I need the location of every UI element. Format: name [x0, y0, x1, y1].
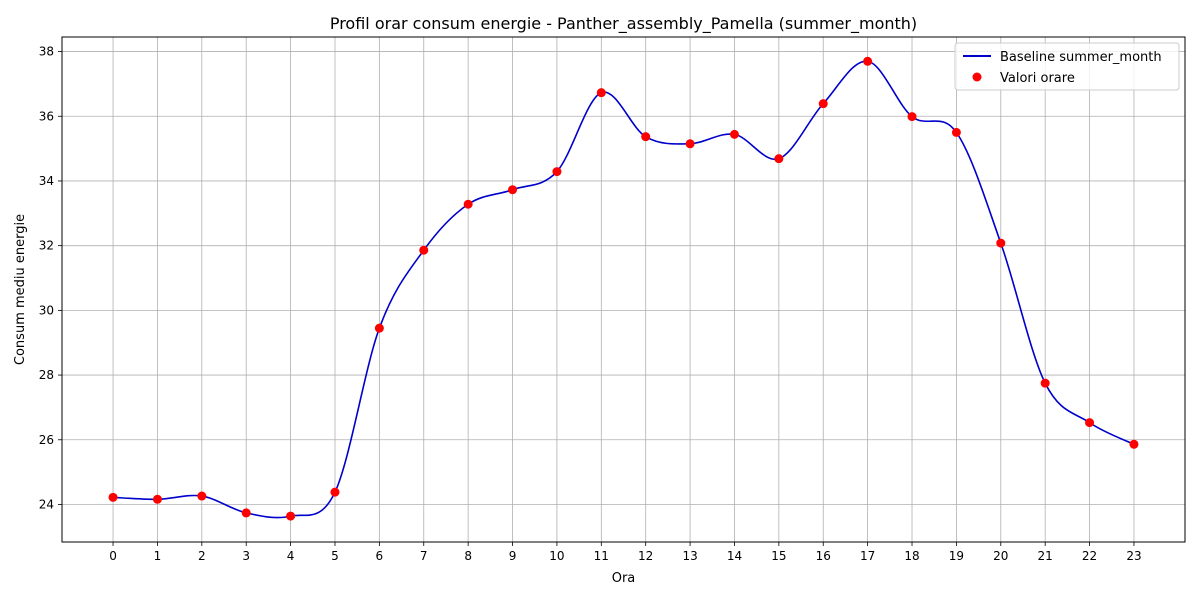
legend-box	[954, 42, 1180, 91]
baseline-line	[113, 60, 1135, 519]
hourly-value-point	[641, 132, 651, 142]
x-tick-label: 7	[420, 549, 428, 563]
y-tick-label: 34	[39, 174, 54, 188]
chart-title: Profil orar consum energie - Panther_ass…	[330, 14, 917, 34]
hourly-value-point	[1085, 418, 1095, 428]
hourly-value-point	[951, 127, 961, 137]
hourly-value-point	[419, 245, 429, 255]
legend-entry-baseline: Baseline summer_month	[1000, 50, 1162, 65]
hourly-value-point	[863, 56, 873, 66]
hourly-value-point	[596, 88, 606, 98]
hourly-value-point	[463, 199, 473, 209]
y-axis-label: Consum mediu energie	[13, 214, 28, 365]
x-tick-label: 4	[287, 549, 295, 563]
x-tick-label: 22	[1082, 549, 1097, 563]
y-tick-label: 32	[39, 239, 54, 253]
legend: Baseline summer_month Valori orare	[954, 42, 1180, 91]
hourly-value-point	[774, 154, 784, 164]
x-tick-label: 0	[109, 549, 117, 563]
hourly-value-point	[197, 491, 207, 501]
hourly-value-point	[241, 508, 251, 518]
y-tick-label: 28	[39, 368, 54, 382]
x-tick-label: 15	[771, 549, 786, 563]
hourly-value-point	[907, 112, 917, 122]
x-tick-label: 21	[1038, 549, 1053, 563]
legend-dot-swatch	[972, 72, 982, 82]
x-tick-label: 10	[549, 549, 564, 563]
x-tick-label: 17	[860, 549, 875, 563]
plot-frame	[61, 36, 1186, 543]
hourly-value-point	[1129, 439, 1139, 449]
hourly-value-point	[818, 99, 828, 109]
x-tick-label: 12	[638, 549, 653, 563]
grid	[62, 37, 1185, 542]
x-tick-label: 13	[682, 549, 697, 563]
x-tick-label: 9	[509, 549, 517, 563]
hourly-value-point	[685, 139, 695, 149]
hourly-value-point	[508, 185, 518, 195]
hourly-value-point	[108, 492, 118, 502]
x-tick-label: 19	[949, 549, 964, 563]
x-axis-label: Ora	[612, 571, 636, 586]
x-tick-label: 14	[727, 549, 742, 563]
hourly-value-point	[286, 511, 296, 521]
x-tick-label: 2	[198, 549, 206, 563]
hourly-value-point	[152, 494, 162, 504]
x-tick-label: 20	[993, 549, 1008, 563]
x-tick-label: 3	[242, 549, 250, 563]
y-tick-label: 30	[39, 303, 54, 317]
x-tick-label: 23	[1126, 549, 1141, 563]
y-tick-label: 36	[39, 109, 54, 123]
hourly-value-point	[1040, 378, 1050, 388]
y-tick-label: 38	[39, 45, 54, 59]
x-tick-label: 11	[594, 549, 609, 563]
x-tick-label: 18	[904, 549, 919, 563]
hourly-value-point	[996, 238, 1006, 248]
x-tick-label: 16	[816, 549, 831, 563]
y-tick-label: 26	[39, 433, 54, 447]
x-tick-label: 1	[154, 549, 162, 563]
hourly-value-point	[374, 323, 384, 333]
hourly-value-point	[330, 487, 340, 497]
series-layer	[108, 56, 1139, 521]
hourly-value-point	[552, 167, 562, 177]
hourly-value-point	[729, 129, 739, 139]
y-tick-label: 24	[39, 497, 54, 511]
x-tick-label: 6	[376, 549, 384, 563]
x-tick-label: 8	[464, 549, 472, 563]
x-tick-label: 5	[331, 549, 339, 563]
legend-entry-hourly-values: Valori orare	[1000, 71, 1075, 86]
ticks: 0 1 2 3 4 5 6 7 8 9 10 11 12 13 14 15 16 17 18 19 20 21 22 2324…	[39, 45, 1142, 563]
